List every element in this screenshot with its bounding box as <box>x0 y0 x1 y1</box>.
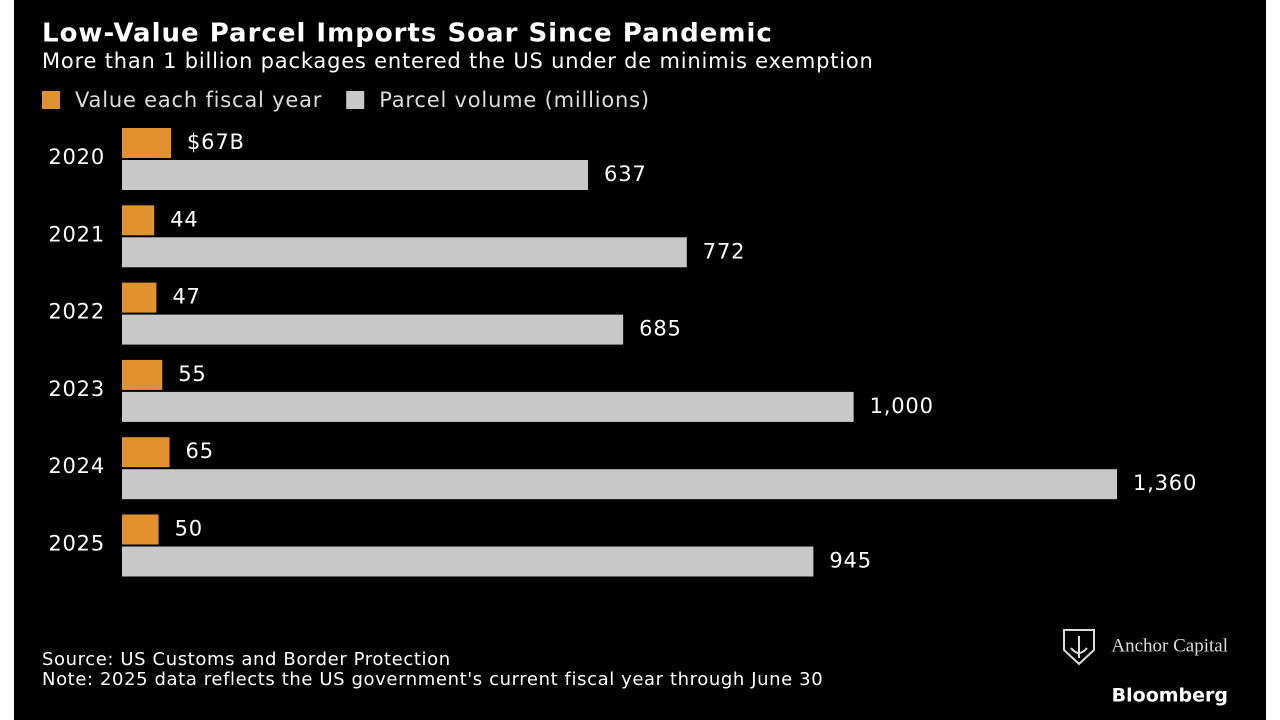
chart-panel <box>14 0 1266 720</box>
source: Source: US Customs and Border Protection <box>42 649 451 670</box>
chart-title: Low-Value Parcel Imports Soar Since Pand… <box>42 19 773 49</box>
publisher-logo: Bloomberg <box>1112 685 1228 707</box>
data-label: $67B <box>187 130 245 154</box>
data-label: 50 <box>175 517 203 541</box>
bar <box>122 282 157 313</box>
legend-swatch <box>346 91 365 109</box>
bar <box>122 359 163 390</box>
bar <box>122 314 624 345</box>
y-tick-label: 2025 <box>48 532 105 556</box>
legend-swatch <box>42 91 60 109</box>
logo <box>1063 629 1095 666</box>
data-label: 1,000 <box>870 394 934 418</box>
data-label: 1,360 <box>1133 471 1197 495</box>
bar <box>122 514 159 545</box>
data-label: 47 <box>172 285 200 309</box>
legend-label: Parcel volume (millions) <box>379 88 650 112</box>
bar <box>122 437 170 468</box>
bar <box>122 128 172 158</box>
data-label: 685 <box>639 317 681 341</box>
y-tick-label: 2022 <box>48 300 105 324</box>
chart-subtitle: More than 1 billion packages entered the… <box>42 49 874 73</box>
bar <box>122 160 589 190</box>
data-label: 637 <box>604 162 646 186</box>
partner-logo: Anchor Capital <box>1111 635 1228 656</box>
bar <box>122 469 1117 500</box>
y-tick-label: 2024 <box>48 454 105 478</box>
y-tick-label: 2023 <box>48 377 105 401</box>
data-label: 945 <box>829 549 871 573</box>
bar <box>122 391 854 422</box>
y-tick-label: 2021 <box>48 222 105 246</box>
legend-label: Value each fiscal year <box>75 88 322 112</box>
y-tick-label: 2020 <box>48 145 105 169</box>
note: Note: 2025 data reflects the US governme… <box>42 669 824 690</box>
bar <box>122 546 814 577</box>
data-label: 772 <box>703 239 745 263</box>
data-label: 55 <box>178 362 206 386</box>
data-label: 65 <box>186 439 214 463</box>
bar <box>122 205 155 236</box>
bar <box>122 237 687 268</box>
data-label: 44 <box>170 207 198 231</box>
